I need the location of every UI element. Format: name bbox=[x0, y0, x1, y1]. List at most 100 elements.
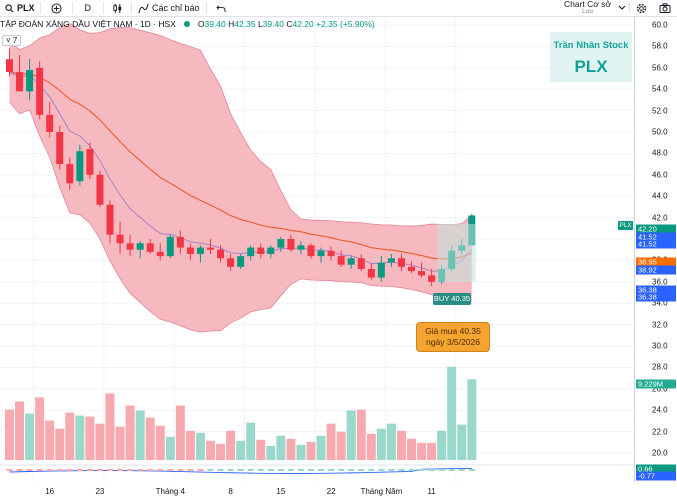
volume-bar bbox=[286, 438, 296, 460]
volume-bar bbox=[276, 435, 286, 460]
oscillator-bar bbox=[398, 469, 405, 471]
gear-icon bbox=[636, 3, 647, 14]
buy-zone bbox=[437, 224, 476, 282]
snapshot-button[interactable] bbox=[653, 0, 677, 16]
layout-dropdown[interactable] bbox=[615, 0, 629, 16]
oscillator-bar bbox=[237, 469, 244, 471]
price-axis-label: 56.0 bbox=[652, 63, 668, 73]
oscillator-bar bbox=[287, 469, 294, 471]
candle-body bbox=[176, 236, 184, 248]
candle-body bbox=[267, 247, 275, 254]
volume-bar bbox=[236, 440, 246, 460]
buy-note-line1: Giá mua 40.35 bbox=[425, 326, 481, 336]
price-axis[interactable]: 60.0 58.0 56.0 54.0 52.0 50.0 48.0 46.0 44.0 42.0… bbox=[618, 17, 677, 483]
price-axis-label: 44.0 bbox=[652, 191, 668, 201]
chart-legend: TẬP ĐOÀN XĂNG DẦU VIỆT NAM · 1D · HSX O3… bbox=[0, 19, 375, 29]
oscillator-bar bbox=[26, 469, 33, 471]
candle-body bbox=[36, 67, 44, 115]
candle-body bbox=[96, 174, 104, 205]
price-tag: 36.38 bbox=[636, 285, 676, 295]
oscillator-bar bbox=[227, 469, 234, 471]
volume-bar bbox=[185, 430, 195, 460]
legend-status-dot bbox=[183, 21, 190, 27]
oscillator-bar bbox=[257, 469, 264, 471]
price-tag: 41.52 bbox=[636, 239, 676, 249]
divider bbox=[629, 2, 630, 14]
volume-bar bbox=[155, 425, 165, 460]
candle-body bbox=[217, 249, 225, 259]
oscillator-pane bbox=[0, 464, 634, 474]
candle-body bbox=[186, 247, 194, 254]
band-upper bbox=[9, 23, 473, 227]
candle-body bbox=[317, 250, 325, 257]
volume-bar bbox=[246, 422, 256, 460]
legend-ohlc: O39.40 H42.35 L39.40 C42.20 +2.35 (+5.90… bbox=[197, 19, 375, 29]
candle-body bbox=[377, 262, 385, 278]
oscillator-bar bbox=[167, 469, 174, 471]
divider bbox=[39, 2, 41, 14]
candle-body bbox=[76, 151, 84, 182]
oscillator-bar bbox=[76, 469, 83, 471]
volume-bar bbox=[105, 393, 115, 460]
candle-body bbox=[287, 239, 295, 250]
undo-button[interactable] bbox=[207, 0, 235, 16]
price-axis-label: 26.0 bbox=[652, 384, 668, 394]
candle-body bbox=[408, 266, 415, 272]
oscillator-bar bbox=[297, 469, 304, 471]
candle-body bbox=[418, 271, 426, 276]
layout-button[interactable]: Chart Cơ sở Lưu bbox=[560, 0, 615, 16]
divider bbox=[205, 2, 207, 14]
candle-body bbox=[347, 258, 355, 265]
volume-bar bbox=[376, 428, 386, 460]
indicators-icon bbox=[138, 3, 149, 14]
price-axis-label: 36.0 bbox=[652, 277, 668, 287]
volume-bar bbox=[55, 428, 65, 460]
search-icon bbox=[5, 3, 14, 13]
volume-bar bbox=[35, 397, 45, 460]
candle-body bbox=[337, 256, 345, 265]
layout-label: Chart Cơ sở bbox=[563, 0, 611, 9]
brand-box: Trần Nhân Stock PLX bbox=[550, 32, 632, 82]
oscillator-bar bbox=[96, 469, 103, 471]
oscillator-bar bbox=[177, 469, 184, 471]
oscillator-bar bbox=[207, 469, 214, 471]
compare-button[interactable] bbox=[41, 0, 72, 16]
time-axis-label: 8 bbox=[228, 487, 233, 496]
volume-bar bbox=[316, 435, 326, 460]
price-axis-label: 60.0 bbox=[652, 20, 668, 30]
time-axis-label: 16 bbox=[45, 487, 55, 496]
oscillator-bar bbox=[448, 469, 455, 471]
volume-bar bbox=[457, 424, 467, 460]
price-axis-label: 48.0 bbox=[652, 148, 668, 158]
candle-body bbox=[247, 247, 255, 257]
candle-body bbox=[116, 234, 124, 244]
camera-icon bbox=[659, 3, 671, 13]
candle-body bbox=[16, 72, 24, 92]
oscillator-bar bbox=[408, 469, 415, 471]
price-chart[interactable] bbox=[0, 17, 634, 483]
price-axis-label: 20.0 bbox=[652, 448, 668, 458]
candle-body bbox=[86, 149, 94, 175]
price-axis-label: 50.0 bbox=[652, 127, 668, 137]
symbol-search[interactable]: PLX bbox=[0, 0, 40, 16]
collapse-indicators-button[interactable]: ˅ 7 bbox=[2, 35, 22, 46]
candles-icon bbox=[112, 3, 123, 14]
oscillator-bar bbox=[318, 469, 325, 471]
candle-body bbox=[357, 258, 365, 269]
oscillator-bar bbox=[338, 469, 345, 471]
chart-type-button[interactable] bbox=[104, 0, 131, 16]
volume-bar bbox=[135, 410, 145, 460]
volume-bar bbox=[366, 433, 376, 460]
volume-bar bbox=[165, 436, 175, 460]
indicators-button[interactable]: Các chỉ báo bbox=[132, 0, 206, 16]
volume-bar bbox=[15, 401, 25, 460]
settings-button[interactable] bbox=[630, 0, 653, 16]
volume-bar bbox=[175, 405, 185, 460]
oscillator-bar bbox=[86, 469, 93, 471]
oscillator-bar bbox=[468, 469, 475, 471]
price-axis-label: 54.0 bbox=[652, 84, 668, 94]
volume-bar bbox=[396, 430, 406, 460]
interval-button[interactable]: D bbox=[73, 0, 104, 16]
volume-bar bbox=[346, 410, 356, 460]
volume-bar bbox=[115, 426, 125, 460]
